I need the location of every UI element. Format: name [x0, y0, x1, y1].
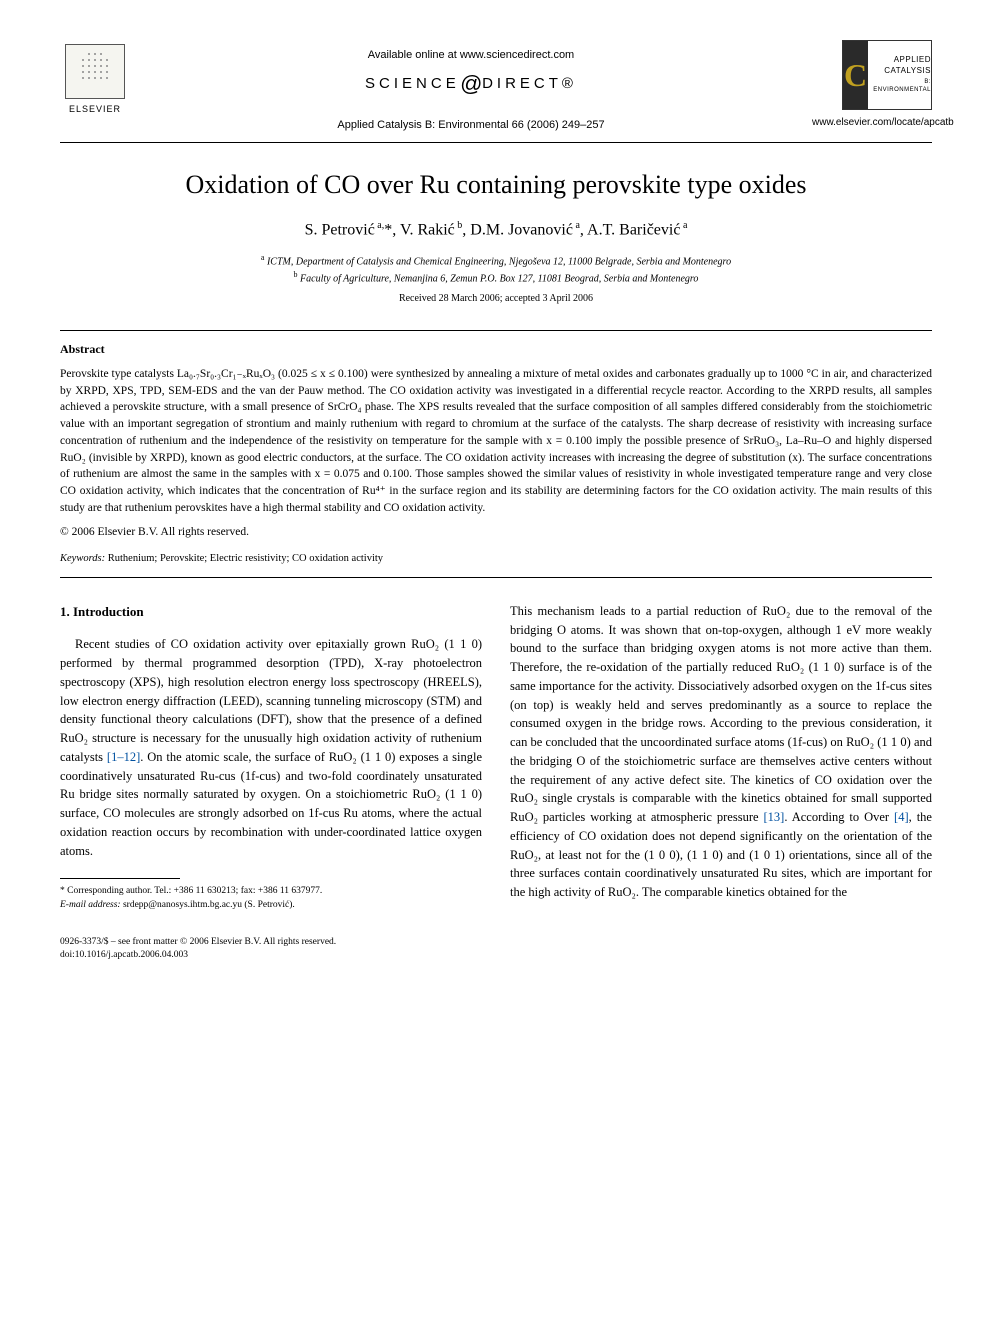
sd-at-icon: @ — [460, 71, 482, 96]
abstract-body: Perovskite type catalysts La₀.₇Sr₀.₃Cr₁₋… — [60, 366, 932, 516]
journal-cover-sub: B: ENVIRONMENTAL — [872, 79, 931, 95]
sd-suffix: DIRECT® — [482, 75, 577, 92]
page-footer: 0926-3373/$ – see front matter © 2006 El… — [60, 936, 932, 963]
elsevier-logo: ELSEVIER — [60, 40, 130, 120]
sd-prefix: SCIENCE — [365, 75, 460, 92]
keywords-label: Keywords: — [60, 553, 105, 564]
ref-link-4[interactable]: [4] — [894, 810, 909, 824]
keywords-line: Keywords: Ruthenium; Perovskite; Electri… — [60, 552, 932, 567]
center-header: Available online at www.sciencedirect.co… — [130, 40, 812, 134]
journal-cover-c-icon: C — [843, 41, 868, 109]
journal-cover-line1: APPLIED — [872, 55, 931, 65]
locate-url: www.elsevier.com/locate/apcatb — [812, 116, 932, 130]
affil-a: ICTM, Department of Catalysis and Chemic… — [267, 256, 731, 267]
ref-link-1-12[interactable]: [1–12] — [107, 750, 140, 764]
journal-cover-line2: CATALYSIS — [872, 66, 931, 76]
journal-logo-block: C APPLIED CATALYSIS B: ENVIRONMENTAL www… — [812, 40, 932, 130]
column-left: 1. Introduction Recent studies of CO oxi… — [60, 602, 482, 912]
intro-para-1: Recent studies of CO oxidation activity … — [60, 635, 482, 860]
elsevier-label: ELSEVIER — [69, 103, 121, 116]
body-columns: 1. Introduction Recent studies of CO oxi… — [60, 602, 932, 912]
elsevier-tree-icon — [65, 44, 125, 99]
footnotes: * Corresponding author. Tel.: +386 11 63… — [60, 885, 482, 912]
article-dates: Received 28 March 2006; accepted 3 April… — [60, 292, 932, 306]
col2-text-b: . According to Over — [784, 810, 894, 824]
intro-text-b: . On the atomic scale, the surface of Ru… — [60, 750, 482, 858]
available-online-text: Available online at www.sciencedirect.co… — [130, 48, 812, 63]
abstract-heading: Abstract — [60, 341, 932, 358]
journal-cover-icon: C APPLIED CATALYSIS B: ENVIRONMENTAL — [842, 40, 932, 110]
sciencedirect-logo: SCIENCE@DIRECT® — [130, 69, 812, 100]
col2-text-a: This mechanism leads to a partial reduct… — [510, 604, 932, 824]
journal-cover-title: APPLIED CATALYSIS B: ENVIRONMENTAL — [868, 55, 931, 94]
ref-link-13[interactable]: [13] — [763, 810, 784, 824]
email-label: E-mail address: — [60, 900, 121, 910]
column-right: This mechanism leads to a partial reduct… — [510, 602, 932, 912]
header-rule — [60, 142, 932, 143]
intro-para-2: This mechanism leads to a partial reduct… — [510, 602, 932, 902]
page-header: ELSEVIER Available online at www.science… — [60, 40, 932, 134]
abstract-copyright: © 2006 Elsevier B.V. All rights reserved… — [60, 524, 932, 540]
article-title: Oxidation of CO over Ru containing perov… — [60, 167, 932, 203]
affiliations: a ICTM, Department of Catalysis and Chem… — [60, 252, 932, 287]
keywords-values: Ruthenium; Perovskite; Electric resistiv… — [105, 553, 383, 564]
footnote-separator — [60, 878, 180, 879]
footer-line1: 0926-3373/$ – see front matter © 2006 El… — [60, 936, 932, 949]
abstract-top-rule — [60, 330, 932, 331]
footer-doi: doi:10.1016/j.apcatb.2006.04.003 — [60, 949, 932, 962]
journal-reference: Applied Catalysis B: Environmental 66 (2… — [130, 118, 812, 133]
corresponding-author: * Corresponding author. Tel.: +386 11 63… — [60, 885, 482, 898]
email-value: srdepp@nanosys.ihtm.bg.ac.yu (S. Petrovi… — [121, 900, 295, 910]
intro-text-a: Recent studies of CO oxidation activity … — [60, 637, 482, 764]
authors-line: S. Petrović a,*, V. Rakić b, D.M. Jovano… — [60, 219, 932, 242]
affil-b: Faculty of Agriculture, Nemanjina 6, Zem… — [300, 273, 698, 284]
abstract-bottom-rule — [60, 577, 932, 578]
section-1-heading: 1. Introduction — [60, 602, 482, 622]
